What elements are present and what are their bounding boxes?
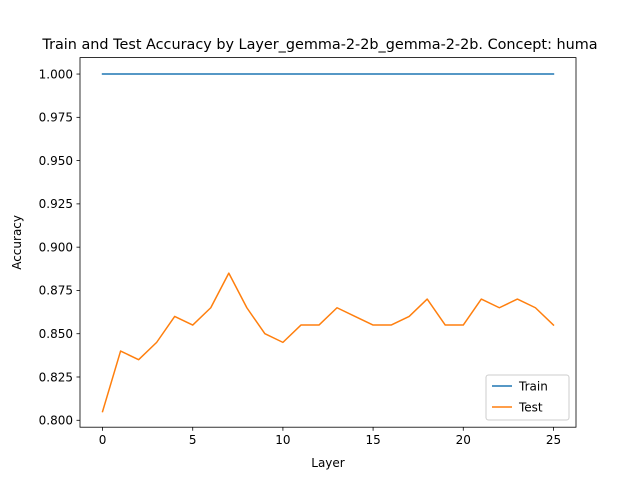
y-tick-label: 0.950 (39, 154, 73, 168)
plot-area (101, 73, 555, 413)
x-tick-label: 20 (456, 433, 471, 447)
y-tick-label: 0.800 (39, 414, 73, 428)
y-tick-label: 0.825 (39, 370, 73, 384)
y-tick-label: 0.875 (39, 284, 73, 298)
y-tick-label: 0.925 (39, 197, 73, 211)
y-tick-label: 0.900 (39, 240, 73, 254)
x-tick-label: 0 (99, 433, 107, 447)
y-tick-label: 1.000 (39, 67, 73, 81)
test-legend-label: Test (518, 400, 543, 414)
train-legend-label: Train (518, 379, 548, 393)
axes-frame (79, 57, 577, 428)
y-tick-label: 0.975 (39, 111, 73, 125)
x-tick-label: 10 (275, 433, 290, 447)
legend: Train Test (485, 374, 570, 421)
x-tick-label: 5 (189, 433, 197, 447)
x-tick-label: 25 (546, 433, 561, 447)
chart-title: Train and Test Accuracy by Layer_gemma-2… (41, 37, 597, 53)
x-tick-label: 15 (365, 433, 380, 447)
axis-ticks: 0 5 10 15 20 25 0.800 0.825 0.850 0.875 0.900 0.925… (39, 67, 561, 447)
test-series-line (101, 272, 555, 413)
x-axis-label: Layer (311, 456, 345, 470)
y-tick-label: 0.850 (39, 327, 73, 341)
y-axis-label: Accuracy (10, 215, 24, 270)
